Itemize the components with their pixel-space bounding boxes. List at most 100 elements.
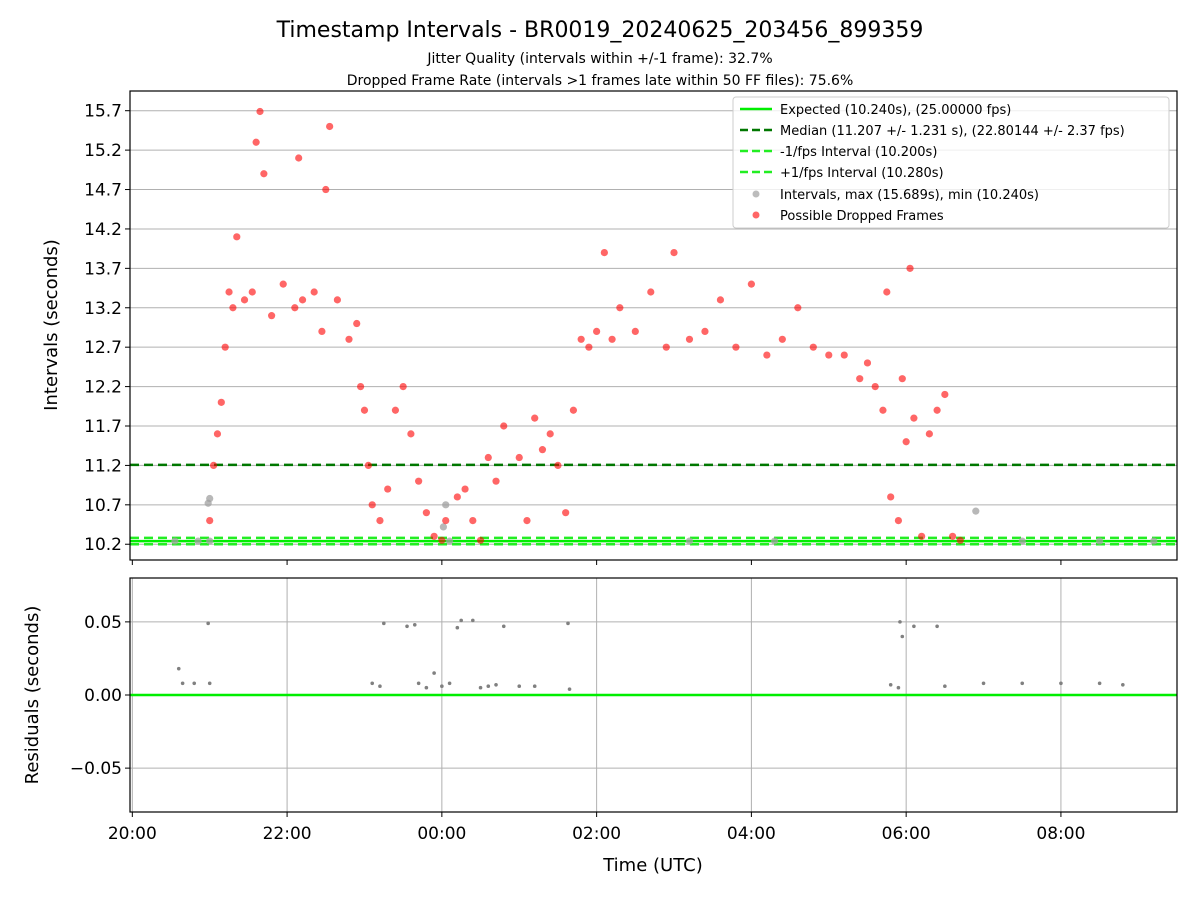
dropped-frame-point bbox=[368, 501, 376, 509]
dropped-frame-point bbox=[310, 288, 318, 296]
top-y-tick-label: 12.2 bbox=[84, 378, 122, 398]
legend: Expected (10.240s), (25.00000 fps) Media… bbox=[732, 96, 1170, 229]
dropped-frame-point bbox=[906, 264, 914, 272]
dropped-frame-point bbox=[295, 154, 303, 162]
top-y-tick-label: 11.2 bbox=[84, 456, 122, 476]
dropped-frame-point bbox=[221, 343, 229, 351]
dropped-frame-point bbox=[925, 430, 933, 438]
legend-dropped-swatch bbox=[752, 211, 760, 219]
residual-point bbox=[180, 681, 185, 686]
dropped-frame-point bbox=[500, 422, 508, 430]
dropped-frame-point bbox=[554, 461, 562, 470]
dropped-frame-point bbox=[453, 493, 461, 501]
chart-subtitle-1: Jitter Quality (intervals within +/-1 fr… bbox=[426, 51, 772, 67]
dropped-frame-point bbox=[732, 343, 740, 351]
x-axis-label: Time (UTC) bbox=[602, 855, 703, 876]
interval-point bbox=[1018, 537, 1026, 545]
dropped-frame-point bbox=[364, 461, 372, 470]
residual-point bbox=[370, 681, 375, 686]
dropped-frame-point bbox=[345, 335, 353, 343]
top-y-tick-label: 13.2 bbox=[84, 299, 122, 319]
dropped-frame-point bbox=[631, 327, 639, 336]
x-tick-label: 20:00 bbox=[108, 824, 157, 844]
dropped-frame-point bbox=[956, 536, 964, 544]
legend-median-label: Median (11.207 +/- 1.231 s), (22.80144 +… bbox=[780, 124, 1125, 139]
top-plot-frame bbox=[129, 90, 1178, 561]
residual-point bbox=[912, 624, 916, 629]
top-y-tick-label: 12.7 bbox=[84, 338, 122, 358]
dropped-frame-point bbox=[902, 438, 910, 446]
interval-point bbox=[445, 537, 454, 545]
chart-title: Timestamp Intervals - BR0019_20240625_20… bbox=[276, 18, 924, 43]
dropped-frame-point bbox=[229, 304, 237, 312]
interval-point bbox=[771, 537, 779, 545]
legend-intervals-label: Intervals, max (15.689s), min (10.240s) bbox=[780, 188, 1039, 203]
dropped-frame-point bbox=[438, 536, 446, 544]
residual-point bbox=[567, 687, 572, 691]
dropped-frame-point bbox=[318, 327, 326, 336]
dropped-frame-point bbox=[213, 430, 222, 438]
residual-point bbox=[501, 624, 506, 629]
residual-point bbox=[207, 681, 212, 686]
dropped-frame-point bbox=[476, 536, 485, 544]
residual-point bbox=[494, 682, 498, 687]
dropped-frame-point bbox=[647, 288, 655, 296]
residual-point bbox=[1059, 681, 1063, 686]
residual-point bbox=[898, 620, 902, 624]
dropped-frame-point bbox=[608, 335, 616, 343]
residual-point bbox=[378, 684, 382, 689]
residual-point bbox=[176, 666, 181, 671]
dropped-frame-point bbox=[910, 414, 918, 422]
dropped-frame-point bbox=[484, 453, 492, 462]
residual-point bbox=[981, 681, 986, 686]
dropped-frame-point bbox=[357, 382, 365, 391]
dropped-frame-point bbox=[840, 351, 848, 359]
dropped-frame-point bbox=[887, 493, 895, 501]
dropped-frame-point bbox=[825, 351, 833, 359]
residual-point bbox=[486, 684, 491, 689]
dropped-frame-point bbox=[469, 516, 477, 525]
dropped-frame-point bbox=[252, 138, 260, 146]
bottom-y-tick-label: 0.00 bbox=[84, 686, 122, 706]
dropped-frame-point bbox=[260, 170, 268, 178]
dropped-frame-point bbox=[538, 446, 547, 454]
interval-point bbox=[439, 523, 448, 531]
dropped-frame-point bbox=[384, 485, 392, 493]
residual-point bbox=[455, 625, 460, 630]
legend-expected-label: Expected (10.240s), (25.00000 fps) bbox=[780, 103, 1011, 118]
dropped-frame-point bbox=[577, 335, 585, 343]
dropped-frame-point bbox=[879, 406, 887, 414]
dropped-frame-point bbox=[360, 406, 369, 414]
dropped-frame-point bbox=[701, 327, 709, 336]
dropped-frame-point bbox=[569, 406, 578, 414]
bottom-y-axis-label: Residuals (seconds) bbox=[22, 606, 43, 785]
residual-point bbox=[424, 685, 429, 690]
dropped-frame-point bbox=[333, 296, 341, 304]
top-y-axis-label: Intervals (seconds) bbox=[41, 239, 62, 411]
x-tick-label: 06:00 bbox=[882, 824, 931, 844]
dropped-frame-point bbox=[407, 430, 415, 438]
dropped-frame-point bbox=[326, 122, 334, 131]
bottom-y-tick-label: 0.05 bbox=[84, 613, 122, 633]
legend-minus-label: -1/fps Interval (10.200s) bbox=[780, 145, 937, 160]
dropped-frame-point bbox=[298, 296, 307, 304]
residual-point bbox=[459, 618, 464, 623]
residual-point bbox=[471, 618, 475, 623]
interval-point bbox=[1150, 537, 1158, 545]
dropped-frame-point bbox=[716, 296, 725, 304]
interval-point bbox=[442, 501, 450, 509]
legend-box bbox=[732, 96, 1170, 229]
interval-point bbox=[194, 537, 202, 545]
dropped-frame-point bbox=[376, 516, 384, 525]
residual-point bbox=[566, 621, 570, 626]
x-tick-label: 22:00 bbox=[263, 824, 312, 844]
top-y-tick-label: 13.7 bbox=[84, 259, 122, 279]
interval-point bbox=[171, 537, 179, 545]
dropped-frame-point bbox=[883, 288, 891, 296]
dropped-frame-point bbox=[662, 343, 670, 351]
top-y-tick-label: 15.7 bbox=[84, 102, 122, 122]
residual-point bbox=[447, 681, 452, 686]
interval-point bbox=[685, 537, 694, 545]
